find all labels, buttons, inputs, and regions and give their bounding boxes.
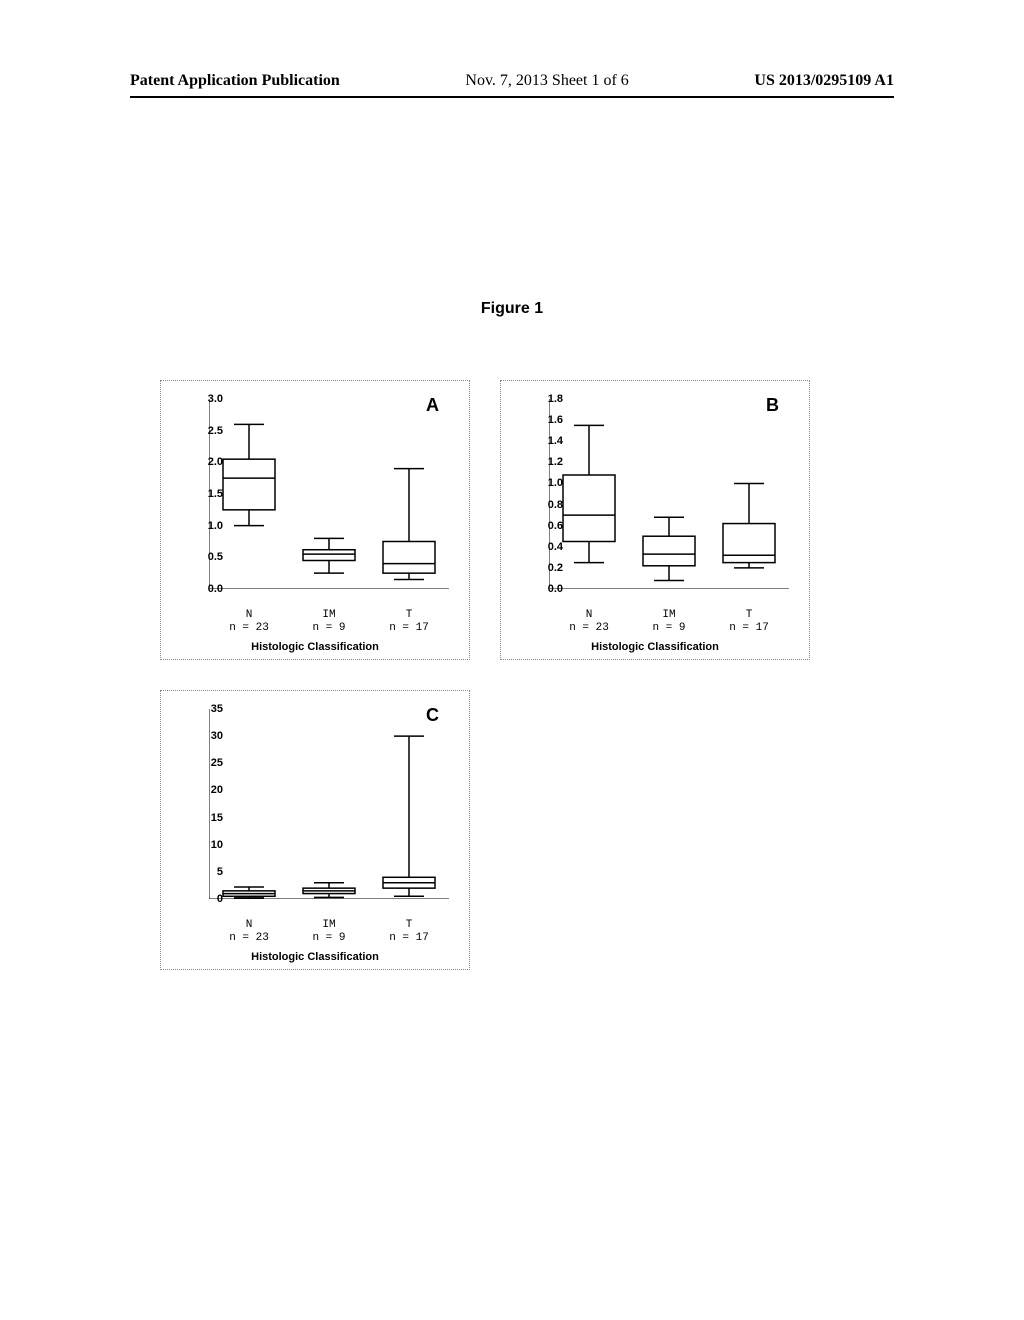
- x-category-label: Nn = 23: [549, 609, 629, 635]
- x-category-label: Nn = 23: [209, 919, 289, 945]
- figure-title: Figure 1: [0, 300, 1024, 318]
- x-category-label: Nn = 23: [209, 609, 289, 635]
- panel-b: B0.00.20.40.60.81.01.21.41.61.8Nn = 23IM…: [500, 380, 810, 660]
- x-axis-title: Histologic Classification: [161, 641, 469, 653]
- panel-row-1: A0.00.51.01.52.02.53.0Nn = 23IMn = 9Tn =…: [160, 380, 810, 660]
- panel-row-2: C05101520253035Nn = 23IMn = 9Tn = 17Hist…: [160, 690, 810, 970]
- panel-a: A0.00.51.01.52.02.53.0Nn = 23IMn = 9Tn =…: [160, 380, 470, 660]
- x-labels: Nn = 23IMn = 9Tn = 17: [549, 609, 789, 635]
- x-category-label: Tn = 17: [709, 609, 789, 635]
- boxplot-chart: [549, 399, 789, 589]
- x-category-label: IMn = 9: [289, 609, 369, 635]
- header-mid: Nov. 7, 2013 Sheet 1 of 6: [465, 72, 628, 90]
- boxplot-chart: [209, 709, 449, 899]
- x-category-label: Tn = 17: [369, 609, 449, 635]
- panels-container: A0.00.51.01.52.02.53.0Nn = 23IMn = 9Tn =…: [160, 380, 810, 1000]
- x-axis-title: Histologic Classification: [501, 641, 809, 653]
- x-category-label: Tn = 17: [369, 919, 449, 945]
- page-header: Patent Application Publication Nov. 7, 2…: [130, 72, 894, 98]
- panel-c: C05101520253035Nn = 23IMn = 9Tn = 17Hist…: [160, 690, 470, 970]
- header-left: Patent Application Publication: [130, 72, 340, 90]
- x-axis-title: Histologic Classification: [161, 951, 469, 963]
- x-labels: Nn = 23IMn = 9Tn = 17: [209, 609, 449, 635]
- boxplot-chart: [209, 399, 449, 589]
- x-category-label: IMn = 9: [629, 609, 709, 635]
- header-right: US 2013/0295109 A1: [754, 72, 894, 90]
- x-labels: Nn = 23IMn = 9Tn = 17: [209, 919, 449, 945]
- x-category-label: IMn = 9: [289, 919, 369, 945]
